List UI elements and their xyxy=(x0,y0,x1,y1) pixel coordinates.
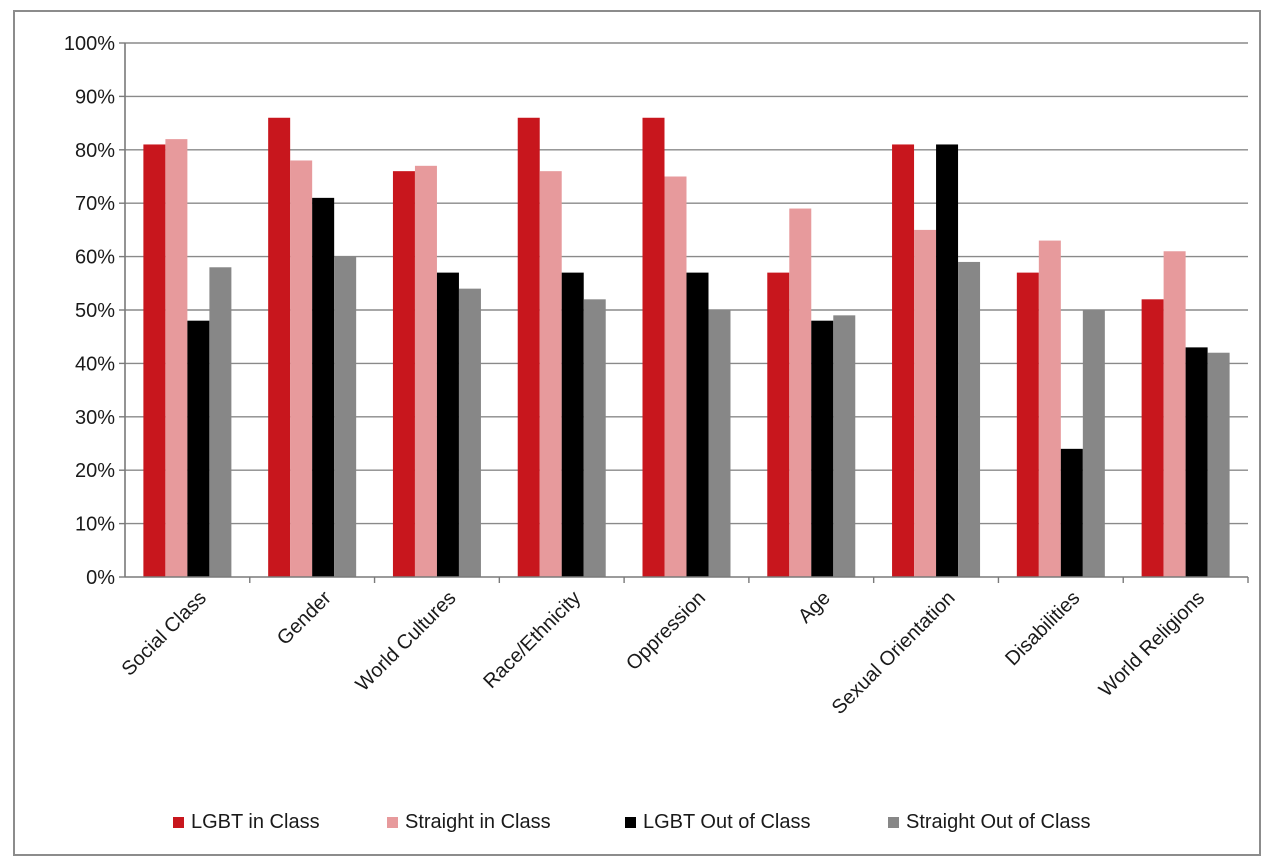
x-axis-category-labels: Social Class Gender World Cultures Race/Eth… xyxy=(118,587,1210,719)
bar-lgbt-out-of-class xyxy=(686,272,709,577)
bar-straight-in-class xyxy=(664,176,687,577)
bar-straight-in-class xyxy=(290,160,313,578)
y-tick-label: 0% xyxy=(86,567,115,589)
y-tick-label: 90% xyxy=(75,86,115,108)
bar-lgbt-in-class xyxy=(392,171,415,577)
x-category-label: Race/Ethnicity xyxy=(479,587,585,693)
bars xyxy=(143,117,1230,578)
legend-swatch xyxy=(888,817,899,828)
bar-lgbt-out-of-class xyxy=(561,272,584,577)
legend-label: LGBT Out of Class xyxy=(643,811,810,833)
axes xyxy=(119,42,1249,583)
bar-lgbt-in-class xyxy=(1141,299,1164,577)
bar-straight-in-class xyxy=(165,139,188,577)
bar-lgbt-out-of-class xyxy=(187,320,210,577)
bar-lgbt-in-class xyxy=(1016,272,1039,577)
x-category-label: Age xyxy=(794,587,835,628)
bar-straight-in-class xyxy=(539,171,562,577)
bar-lgbt-out-of-class xyxy=(1185,347,1208,577)
bar-straight-out-of-class xyxy=(1082,310,1105,577)
bar-lgbt-out-of-class xyxy=(936,144,959,577)
bar-lgbt-in-class xyxy=(268,117,291,577)
y-tick-label: 70% xyxy=(75,193,115,215)
x-category-label: World Cultures xyxy=(352,587,461,696)
y-tick-label: 40% xyxy=(75,353,115,375)
bar-lgbt-in-class xyxy=(642,117,665,577)
bar-lgbt-in-class xyxy=(892,144,915,577)
x-category-label: Gender xyxy=(273,587,336,650)
bar-straight-out-of-class xyxy=(458,288,481,577)
bar-straight-in-class xyxy=(1163,251,1186,577)
bar-straight-out-of-class xyxy=(583,299,606,577)
bar-straight-in-class xyxy=(914,229,937,577)
x-category-label: Social Class xyxy=(118,587,211,680)
bar-lgbt-in-class xyxy=(767,272,790,577)
bar-lgbt-in-class xyxy=(143,144,166,577)
legend-swatch xyxy=(387,817,398,828)
legend: LGBT in Class Straight in Class LGBT Out o… xyxy=(173,811,1091,833)
y-tick-label: 20% xyxy=(75,460,115,482)
y-tick-label: 10% xyxy=(75,514,115,536)
y-tick-label: 60% xyxy=(75,247,115,269)
legend-swatch xyxy=(625,817,636,828)
bar-straight-out-of-class xyxy=(958,261,981,577)
bar-straight-out-of-class xyxy=(1207,352,1230,577)
legend-label: Straight in Class xyxy=(405,811,551,833)
bar-straight-out-of-class xyxy=(334,256,357,577)
legend-label: Straight Out of Class xyxy=(906,811,1091,833)
y-axis-tick-labels: 0% 10% 20% 30% 40% 50% 60% 70% 80% 90% 100% xyxy=(64,33,115,589)
bar-straight-in-class xyxy=(1038,240,1061,577)
bar-lgbt-out-of-class xyxy=(436,272,459,577)
y-tick-label: 80% xyxy=(75,140,115,162)
bar-lgbt-out-of-class xyxy=(811,320,834,577)
x-category-label: Disabilities xyxy=(1001,587,1084,670)
x-category-label: Sexual Orientation xyxy=(828,587,960,719)
bar-straight-in-class xyxy=(789,208,812,578)
legend-label: LGBT in Class xyxy=(191,811,320,833)
bar-straight-in-class xyxy=(414,165,437,577)
bar-straight-out-of-class xyxy=(708,310,731,577)
y-tick-label: 100% xyxy=(64,33,115,55)
bar-straight-out-of-class xyxy=(833,315,856,577)
x-category-label: World Religions xyxy=(1095,587,1209,701)
bar-lgbt-out-of-class xyxy=(1060,448,1083,577)
bar-lgbt-in-class xyxy=(517,117,540,577)
legend-swatch xyxy=(173,817,184,828)
y-tick-label: 50% xyxy=(75,300,115,322)
bar-lgbt-out-of-class xyxy=(312,197,335,578)
y-tick-label: 30% xyxy=(75,407,115,429)
x-category-label: Oppression xyxy=(622,587,710,675)
bar-straight-out-of-class xyxy=(209,267,232,577)
